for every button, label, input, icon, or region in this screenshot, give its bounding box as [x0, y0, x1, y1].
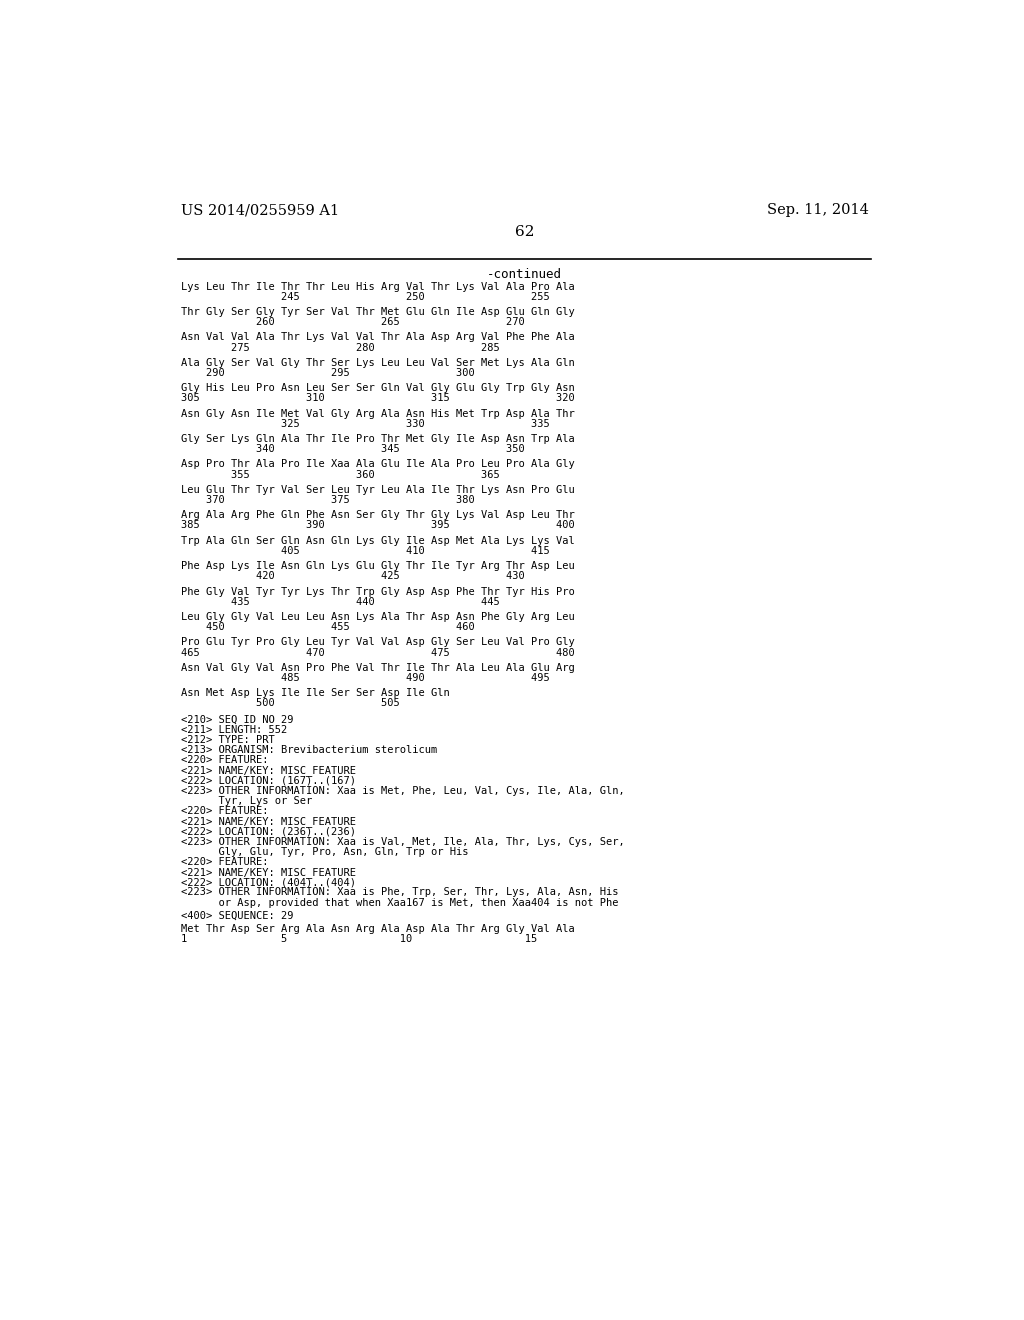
- Text: Asn Gly Asn Ile Met Val Gly Arg Ala Asn His Met Trp Asp Ala Thr: Asn Gly Asn Ile Met Val Gly Arg Ala Asn …: [180, 409, 574, 418]
- Text: <220> FEATURE:: <220> FEATURE:: [180, 857, 268, 867]
- Text: 405                 410                 415: 405 410 415: [180, 546, 581, 556]
- Text: Leu Gly Gly Val Leu Leu Asn Lys Ala Thr Asp Asn Phe Gly Arg Leu: Leu Gly Gly Val Leu Leu Asn Lys Ala Thr …: [180, 612, 574, 622]
- Text: <223> OTHER INFORMATION: Xaa is Val, Met, Ile, Ala, Thr, Lys, Cys, Ser,: <223> OTHER INFORMATION: Xaa is Val, Met…: [180, 837, 625, 846]
- Text: 420                 425                 430: 420 425 430: [180, 572, 581, 581]
- Text: Arg Ala Arg Phe Gln Phe Asn Ser Gly Thr Gly Lys Val Asp Leu Thr: Arg Ala Arg Phe Gln Phe Asn Ser Gly Thr …: [180, 511, 574, 520]
- Text: Phe Asp Lys Ile Asn Gln Lys Glu Gly Thr Ile Tyr Arg Thr Asp Leu: Phe Asp Lys Ile Asn Gln Lys Glu Gly Thr …: [180, 561, 574, 572]
- Text: Asp Pro Thr Ala Pro Ile Xaa Ala Glu Ile Ala Pro Leu Pro Ala Gly: Asp Pro Thr Ala Pro Ile Xaa Ala Glu Ile …: [180, 459, 574, 470]
- Text: US 2014/0255959 A1: US 2014/0255959 A1: [180, 203, 339, 216]
- Text: Thr Gly Ser Gly Tyr Ser Val Thr Met Glu Gln Ile Asp Glu Gln Gly: Thr Gly Ser Gly Tyr Ser Val Thr Met Glu …: [180, 308, 574, 317]
- Text: <221> NAME/KEY: MISC_FEATURE: <221> NAME/KEY: MISC_FEATURE: [180, 766, 355, 776]
- Text: Leu Glu Thr Tyr Val Ser Leu Tyr Leu Ala Ile Thr Lys Asn Pro Glu: Leu Glu Thr Tyr Val Ser Leu Tyr Leu Ala …: [180, 484, 574, 495]
- Text: -continued: -continued: [487, 268, 562, 281]
- Text: Tyr, Lys or Ser: Tyr, Lys or Ser: [180, 796, 312, 807]
- Text: <220> FEATURE:: <220> FEATURE:: [180, 807, 268, 816]
- Text: 245                 250                 255: 245 250 255: [180, 292, 581, 302]
- Text: Pro Glu Tyr Pro Gly Leu Tyr Val Val Asp Gly Ser Leu Val Pro Gly: Pro Glu Tyr Pro Gly Leu Tyr Val Val Asp …: [180, 638, 574, 647]
- Text: Gly Ser Lys Gln Ala Thr Ile Pro Thr Met Gly Ile Asp Asn Trp Ala: Gly Ser Lys Gln Ala Thr Ile Pro Thr Met …: [180, 434, 574, 444]
- Text: Asn Met Asp Lys Ile Ile Ser Ser Asp Ile Gln: Asn Met Asp Lys Ile Ile Ser Ser Asp Ile …: [180, 688, 450, 698]
- Text: 1               5                  10                  15: 1 5 10 15: [180, 935, 581, 944]
- Text: 450                 455                 460: 450 455 460: [180, 622, 581, 632]
- Text: Lys Leu Thr Ile Thr Thr Leu His Arg Val Thr Lys Val Ala Pro Ala: Lys Leu Thr Ile Thr Thr Leu His Arg Val …: [180, 281, 574, 292]
- Text: 465                 470                 475                 480: 465 470 475 480: [180, 648, 581, 657]
- Text: Trp Ala Gln Ser Gln Asn Gln Lys Gly Ile Asp Met Ala Lys Lys Val: Trp Ala Gln Ser Gln Asn Gln Lys Gly Ile …: [180, 536, 574, 545]
- Text: Asn Val Gly Val Asn Pro Phe Val Thr Ile Thr Ala Leu Ala Glu Arg: Asn Val Gly Val Asn Pro Phe Val Thr Ile …: [180, 663, 574, 673]
- Text: 305                 310                 315                 320: 305 310 315 320: [180, 393, 581, 404]
- Text: <222> LOCATION: (167)..(167): <222> LOCATION: (167)..(167): [180, 776, 355, 785]
- Text: <221> NAME/KEY: MISC_FEATURE: <221> NAME/KEY: MISC_FEATURE: [180, 816, 355, 828]
- Text: 260                 265                 270: 260 265 270: [180, 317, 581, 327]
- Text: <222> LOCATION: (404)..(404): <222> LOCATION: (404)..(404): [180, 878, 355, 887]
- Text: 485                 490                 495: 485 490 495: [180, 673, 581, 682]
- Text: <221> NAME/KEY: MISC_FEATURE: <221> NAME/KEY: MISC_FEATURE: [180, 867, 355, 878]
- Text: 290                 295                 300: 290 295 300: [180, 368, 581, 378]
- Text: <211> LENGTH: 552: <211> LENGTH: 552: [180, 725, 287, 735]
- Text: <213> ORGANISM: Brevibacterium sterolicum: <213> ORGANISM: Brevibacterium sterolicu…: [180, 746, 437, 755]
- Text: 435                 440                 445: 435 440 445: [180, 597, 581, 607]
- Text: 325                 330                 335: 325 330 335: [180, 418, 581, 429]
- Text: Gly His Leu Pro Asn Leu Ser Ser Gln Val Gly Glu Gly Trp Gly Asn: Gly His Leu Pro Asn Leu Ser Ser Gln Val …: [180, 383, 574, 393]
- Text: Gly, Glu, Tyr, Pro, Asn, Gln, Trp or His: Gly, Glu, Tyr, Pro, Asn, Gln, Trp or His: [180, 847, 468, 857]
- Text: Sep. 11, 2014: Sep. 11, 2014: [767, 203, 869, 216]
- Text: Phe Gly Val Tyr Tyr Lys Thr Trp Gly Asp Asp Phe Thr Tyr His Pro: Phe Gly Val Tyr Tyr Lys Thr Trp Gly Asp …: [180, 586, 574, 597]
- Text: <222> LOCATION: (236)..(236): <222> LOCATION: (236)..(236): [180, 826, 355, 837]
- Text: <210> SEQ ID NO 29: <210> SEQ ID NO 29: [180, 714, 293, 725]
- Text: 370                 375                 380: 370 375 380: [180, 495, 581, 506]
- Text: <223> OTHER INFORMATION: Xaa is Met, Phe, Leu, Val, Cys, Ile, Ala, Gln,: <223> OTHER INFORMATION: Xaa is Met, Phe…: [180, 785, 625, 796]
- Text: 62: 62: [515, 224, 535, 239]
- Text: 340                 345                 350: 340 345 350: [180, 445, 581, 454]
- Text: or Asp, provided that when Xaa167 is Met, then Xaa404 is not Phe: or Asp, provided that when Xaa167 is Met…: [180, 898, 618, 908]
- Text: <212> TYPE: PRT: <212> TYPE: PRT: [180, 735, 274, 744]
- Text: 385                 390                 395                 400: 385 390 395 400: [180, 520, 581, 531]
- Text: Met Thr Asp Ser Arg Ala Asn Arg Ala Asp Ala Thr Arg Gly Val Ala: Met Thr Asp Ser Arg Ala Asn Arg Ala Asp …: [180, 924, 574, 935]
- Text: 275                 280                 285: 275 280 285: [180, 343, 581, 352]
- Text: Asn Val Val Ala Thr Lys Val Val Thr Ala Asp Arg Val Phe Phe Ala: Asn Val Val Ala Thr Lys Val Val Thr Ala …: [180, 333, 574, 342]
- Text: Ala Gly Ser Val Gly Thr Ser Lys Leu Leu Val Ser Met Lys Ala Gln: Ala Gly Ser Val Gly Thr Ser Lys Leu Leu …: [180, 358, 574, 368]
- Text: <220> FEATURE:: <220> FEATURE:: [180, 755, 268, 766]
- Text: <223> OTHER INFORMATION: Xaa is Phe, Trp, Ser, Thr, Lys, Ala, Asn, His: <223> OTHER INFORMATION: Xaa is Phe, Trp…: [180, 887, 618, 898]
- Text: 355                 360                 365: 355 360 365: [180, 470, 581, 479]
- Text: 500                 505: 500 505: [180, 698, 456, 709]
- Text: <400> SEQUENCE: 29: <400> SEQUENCE: 29: [180, 911, 293, 921]
